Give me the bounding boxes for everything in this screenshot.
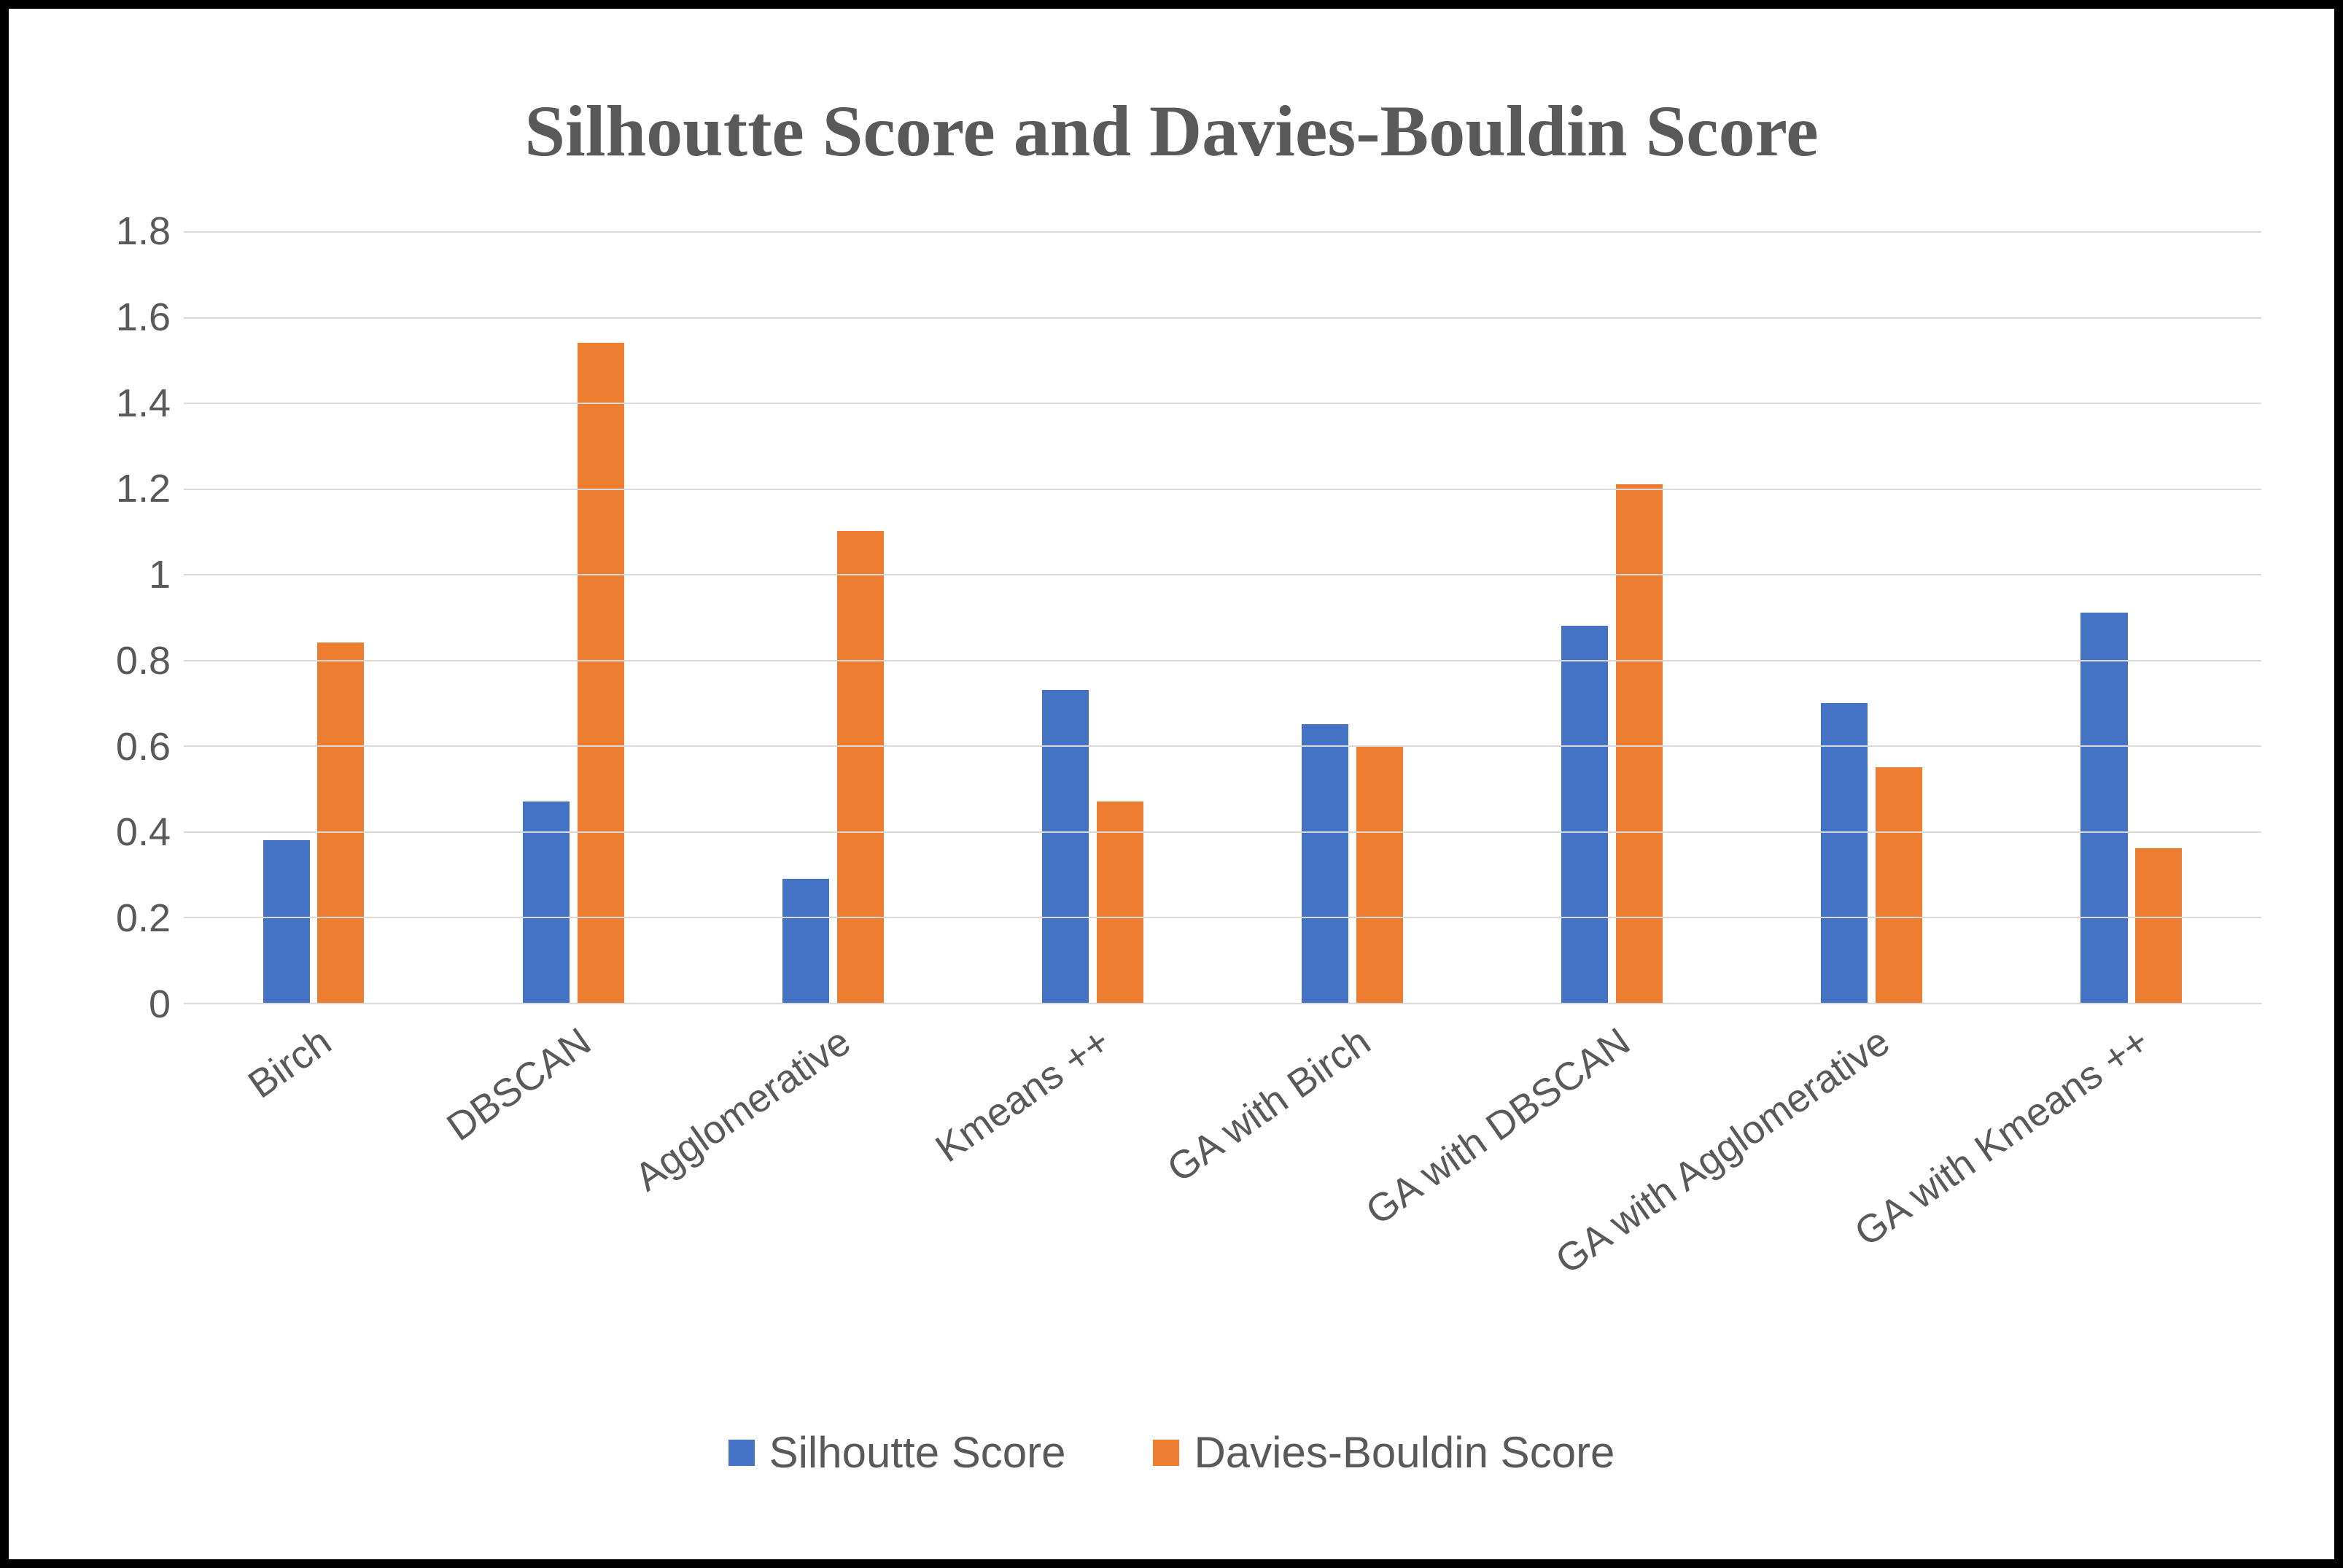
grid-line [184, 489, 2261, 490]
y-tick-label: 1.2 [116, 466, 171, 511]
y-tick-label: 1.8 [116, 209, 171, 254]
bar [317, 643, 364, 1003]
plot-row: 00.20.40.60.811.21.41.61.8 [82, 231, 2261, 1004]
y-tick-label: 0 [149, 982, 171, 1027]
bar [2135, 848, 2182, 1003]
legend-swatch [1153, 1440, 1179, 1466]
y-axis: 00.20.40.60.811.21.41.61.8 [82, 231, 184, 1004]
bar [837, 531, 884, 1003]
x-tick-cell: Birch [184, 1004, 443, 1413]
bar-group [1223, 231, 1483, 1003]
bar [578, 343, 624, 1003]
legend-item: Davies-Bouldin Score [1153, 1427, 1615, 1478]
legend-swatch [728, 1440, 755, 1466]
grid-line [184, 660, 2261, 661]
bar-group [1483, 231, 1742, 1003]
grid-line [184, 745, 2261, 747]
y-tick-label: 0.4 [116, 810, 171, 855]
bar-group [443, 231, 703, 1003]
x-tick-cell: Agglomerative [703, 1004, 963, 1413]
y-tick-label: 0.6 [116, 724, 171, 769]
bar-group [1742, 231, 2002, 1003]
bar [1876, 767, 1922, 1003]
x-axis: BirchDBSCANAgglomerativeKmeans ++GA with… [184, 1004, 2261, 1413]
legend-item: Silhoutte Score [728, 1427, 1066, 1478]
chart-title: Silhoutte Score and Davies-Bouldin Score [82, 89, 2261, 173]
y-tick-label: 0.8 [116, 638, 171, 683]
y-tick-label: 1.4 [116, 381, 171, 426]
x-tick-label: Birch [240, 1019, 339, 1107]
bar [1561, 626, 1608, 1003]
bar [1302, 724, 1348, 1003]
grid-line [184, 574, 2261, 575]
bar [1356, 745, 1403, 1003]
y-tick-label: 1 [149, 552, 171, 597]
grid-line [184, 831, 2261, 833]
bar [263, 840, 310, 1003]
bar [1821, 703, 1868, 1003]
x-tick-label: DBSCAN [439, 1019, 599, 1150]
bar-group [2002, 231, 2261, 1003]
x-tick-cell: Kmeans ++ [963, 1004, 1222, 1413]
grid-line [184, 231, 2261, 233]
grid-line [184, 403, 2261, 404]
chart-frame: Silhoutte Score and Davies-Bouldin Score… [0, 0, 2343, 1568]
bar [2080, 613, 2127, 1003]
bar [1042, 690, 1089, 1003]
x-tick-cell: GA with Kmeans ++ [2002, 1004, 2261, 1413]
bar-group [963, 231, 1222, 1003]
bar-group [703, 231, 963, 1003]
bar-group [184, 231, 443, 1003]
x-tick-cell: DBSCAN [443, 1004, 703, 1413]
y-tick-label: 0.2 [116, 896, 171, 941]
grid-line [184, 317, 2261, 319]
bar [782, 879, 829, 1003]
bars-layer [184, 231, 2261, 1003]
x-tick-cell: GA with Birch [1223, 1004, 1483, 1413]
y-tick-label: 1.6 [116, 295, 171, 340]
grid-line [184, 917, 2261, 918]
legend: Silhoutte Score Davies-Bouldin Score [82, 1427, 2261, 1478]
legend-label: Davies-Bouldin Score [1194, 1427, 1615, 1478]
plot-area [184, 231, 2261, 1004]
legend-label: Silhoutte Score [769, 1427, 1066, 1478]
bar [1616, 484, 1663, 1003]
